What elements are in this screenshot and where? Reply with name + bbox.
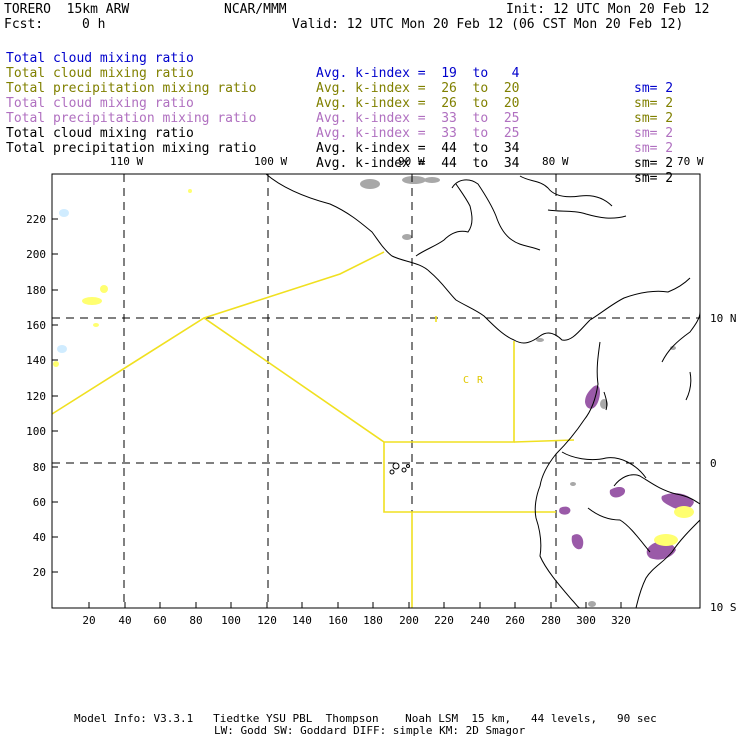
model-info: Model Info: V3.3.1 Tiedtke YSU PBL Thomp… xyxy=(74,712,657,725)
legend-row: Total cloud mixing ratio Avg. k-index = … xyxy=(6,51,673,111)
lat-lon-grid xyxy=(52,174,700,608)
legend-field: Total precipitation mixing ratio xyxy=(6,141,257,156)
organization: NCAR/MMM xyxy=(224,2,287,17)
legend-index: Avg. k-index = 19 to 4 xyxy=(316,66,520,81)
y-tick-label: 140 xyxy=(26,354,46,367)
legend-row: Total precipitation mixing ratio Avg. k-… xyxy=(6,66,673,126)
y-tick-label: 60 xyxy=(33,496,46,509)
lat-label: 10 N xyxy=(710,312,737,325)
x-tick-label: 140 xyxy=(292,614,312,627)
lon-label: 90 W xyxy=(398,155,425,168)
coastlines xyxy=(265,173,701,609)
model-title: TORERO 15km ARW xyxy=(4,2,130,17)
x-tick-label: 20 xyxy=(82,614,95,627)
legend-smoothing: sm= 2 xyxy=(634,156,674,171)
y-tick-label: 80 xyxy=(33,461,46,474)
legend-smoothing: sm= 2 xyxy=(634,81,674,96)
map-frame xyxy=(51,173,701,609)
legend-index: Avg. k-index = 26 to 20 xyxy=(316,81,520,96)
y-tick-label: 220 xyxy=(26,213,46,226)
x-tick-label: 300 xyxy=(576,614,596,627)
legend-index: Avg. k-index = 33 to 25 xyxy=(316,126,520,141)
legend-smoothing: sm= 2 xyxy=(634,126,674,141)
cloud-gray-areas xyxy=(360,176,676,607)
legend-smoothing: sm= 2 xyxy=(634,96,674,111)
legend-row: Total cloud mixing ratio Avg. k-index = … xyxy=(6,36,673,96)
legend-field: Total precipitation mixing ratio xyxy=(6,111,257,126)
init-time: Init: 12 UTC Mon 20 Feb 12 xyxy=(506,2,710,17)
galapagos-islands xyxy=(389,462,410,475)
x-tick-label: 280 xyxy=(541,614,561,627)
lat-label: 10 S xyxy=(710,601,737,614)
legend-row: Total cloud mixing ratio Avg. k-index = … xyxy=(6,111,673,171)
region-label: C R xyxy=(463,375,484,386)
legend-index: Avg. k-index = 33 to 25 xyxy=(316,111,520,126)
light-blue-areas xyxy=(57,209,69,353)
lon-label: 80 W xyxy=(542,155,569,168)
x-tick-label: 260 xyxy=(505,614,525,627)
legend-smoothing: sm= 2 xyxy=(634,141,674,156)
boundary-lines xyxy=(51,251,575,608)
legend-index: Avg. k-index = 44 to 34 xyxy=(316,141,520,156)
x-tick-label: 220 xyxy=(434,614,454,627)
forecast-label: Fcst: xyxy=(4,17,44,32)
x-tick-label: 80 xyxy=(189,614,202,627)
x-tick-label: 320 xyxy=(611,614,631,627)
physics-info: LW: Godd SW: Goddard DIFF: simple KM: 2D… xyxy=(214,724,526,737)
y-tick-label: 180 xyxy=(26,284,46,297)
map-area: C R xyxy=(51,173,701,609)
legend-row: Total cloud mixing ratio Avg. k-index = … xyxy=(6,81,673,141)
x-tick-label: 240 xyxy=(470,614,490,627)
x-tick-label: 160 xyxy=(328,614,348,627)
y-tick-label: 200 xyxy=(26,248,46,261)
legend-smoothing: sm= 2 xyxy=(634,111,674,126)
x-tick-label: 180 xyxy=(363,614,383,627)
y-tick-label: 20 xyxy=(33,566,46,579)
legend-field: Total cloud mixing ratio xyxy=(6,51,194,66)
y-tick-label: 40 xyxy=(33,531,46,544)
legend-index: Avg. k-index = 26 to 20 xyxy=(316,96,520,111)
y-tick-label: 120 xyxy=(26,390,46,403)
y-tick-label: 160 xyxy=(26,319,46,332)
legend-field: Total cloud mixing ratio xyxy=(6,126,194,141)
lon-label: 70 W xyxy=(677,155,704,168)
x-tick-label: 40 xyxy=(118,614,131,627)
y-tick-label: 100 xyxy=(26,425,46,438)
x-tick-label: 60 xyxy=(153,614,166,627)
x-tick-label: 120 xyxy=(257,614,277,627)
lat-label: 0 xyxy=(710,457,717,470)
lon-label: 110 W xyxy=(110,155,143,168)
precip-yellow-areas xyxy=(53,189,694,546)
legend-field: Total precipitation mixing ratio xyxy=(6,81,257,96)
legend-field: Total cloud mixing ratio xyxy=(6,96,194,111)
valid-time: Valid: 12 UTC Mon 20 Feb 12 (06 CST Mon … xyxy=(292,17,684,32)
axis-ticks xyxy=(52,218,622,608)
legend-row: Total precipitation mixing ratio Avg. k-… xyxy=(6,126,673,186)
legend-field: Total cloud mixing ratio xyxy=(6,66,194,81)
legend-index: Avg. k-index = 44 to 34 xyxy=(316,156,520,171)
legend-row: Total precipitation mixing ratio Avg. k-… xyxy=(6,96,673,156)
legend-smoothing: sm= 2 xyxy=(634,171,674,186)
x-tick-label: 100 xyxy=(221,614,241,627)
x-tick-label: 200 xyxy=(399,614,419,627)
cloud-purple-areas xyxy=(559,385,694,560)
lon-label: 100 W xyxy=(254,155,287,168)
forecast-hour: 0 h xyxy=(82,17,106,32)
